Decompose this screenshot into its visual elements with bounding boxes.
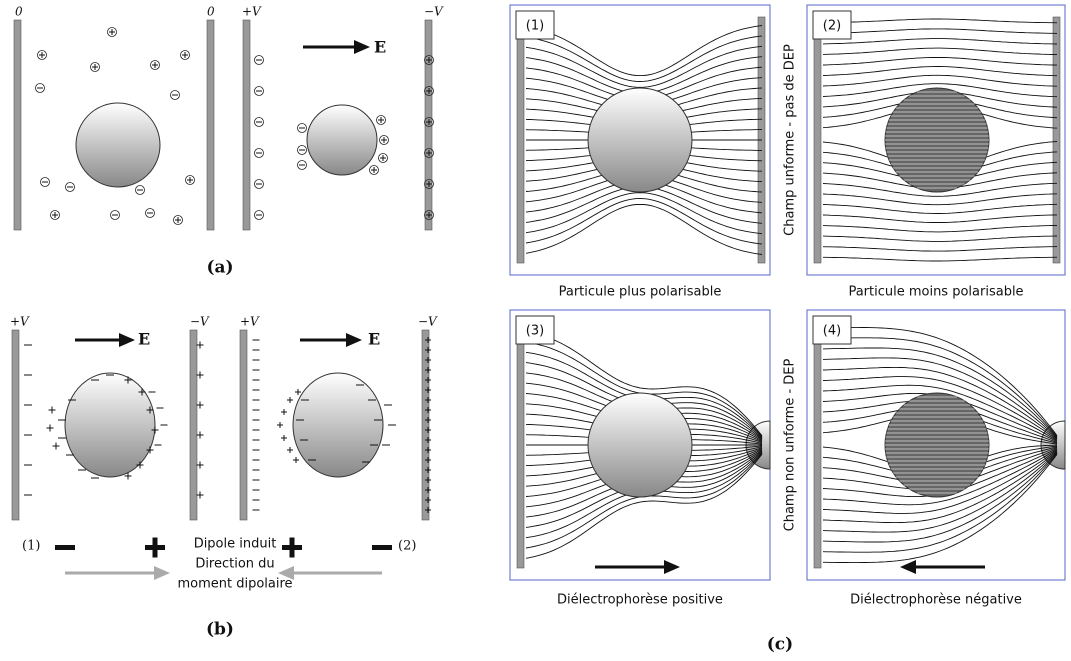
dipole-text: Direction du <box>195 557 274 572</box>
arrow-head <box>354 40 370 54</box>
plate-label: 0 <box>15 5 23 19</box>
electrode <box>243 20 250 230</box>
electrode <box>814 17 821 263</box>
caption: (b) <box>206 620 234 640</box>
plate-label: +V <box>10 315 30 329</box>
row-label: Champ non unforme - DEP <box>783 358 798 531</box>
field-label: E <box>138 330 150 349</box>
particle <box>307 105 377 175</box>
electrode <box>207 20 214 230</box>
cell-number: (3) <box>526 324 544 339</box>
sign <box>153 538 158 558</box>
electrode <box>12 330 19 520</box>
plate-label: +V <box>242 5 262 19</box>
arrow-head <box>154 566 170 580</box>
case-label: (2) <box>398 539 416 554</box>
plate-label: −V <box>190 315 210 329</box>
caption: (c) <box>767 635 793 655</box>
plate-label: +V <box>240 315 260 329</box>
cell-caption: Particule moins polarisable <box>848 285 1023 300</box>
cell-number: (1) <box>526 19 544 34</box>
dipole-text: moment dipolaire <box>177 577 292 592</box>
caption: (a) <box>206 258 233 278</box>
electrode <box>14 20 21 230</box>
cell-caption: Diélectrophorèse positive <box>557 593 723 608</box>
cell-caption: Particule plus polarisable <box>559 285 722 300</box>
plate-label: 0 <box>207 5 215 19</box>
sign <box>55 545 75 550</box>
particle <box>76 103 160 187</box>
electrode <box>517 322 524 568</box>
electrode <box>517 17 524 263</box>
dipole-text: Dipole induit <box>194 537 277 552</box>
particle <box>588 88 692 192</box>
cell-caption: Diélectrophorèse négative <box>850 593 1022 608</box>
electrode <box>240 330 247 520</box>
field-label: E <box>368 330 380 349</box>
electrode <box>814 322 821 568</box>
plate-label: −V <box>418 315 438 329</box>
field-label: E <box>374 38 386 57</box>
electrode <box>190 330 197 520</box>
figure: (1) (2) (3) (4) 0 0 +V −V E (a) +V −V +V −V E E (1) (2) D… <box>0 0 1071 661</box>
case-label: (1) <box>22 539 40 554</box>
sign <box>290 538 295 558</box>
plate-label: −V <box>424 5 444 19</box>
arrow-head <box>119 333 135 347</box>
cell-number: (2) <box>823 19 841 34</box>
electrode <box>1053 17 1060 263</box>
sign <box>372 545 392 550</box>
arrow-head <box>346 333 362 347</box>
row-label: Champ unforme - pas de DEP <box>783 44 798 236</box>
particle <box>588 393 692 497</box>
cell-number: (4) <box>823 324 841 339</box>
particle <box>293 373 383 477</box>
